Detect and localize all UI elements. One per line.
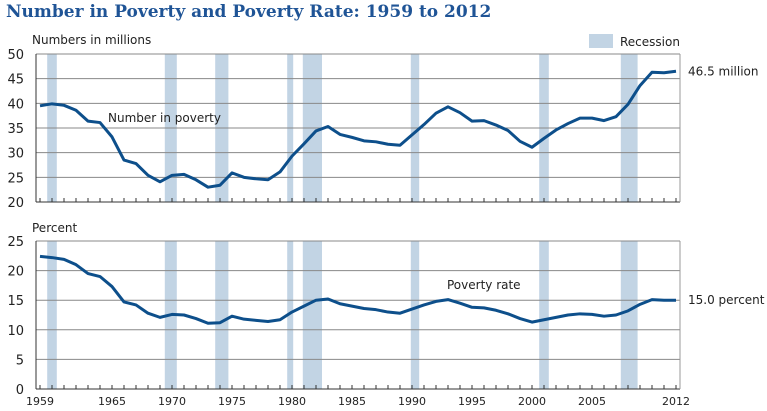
- x-tick-label: 1970: [158, 395, 186, 408]
- x-tick-label: 2000: [518, 395, 546, 408]
- y-tick-label: 40: [7, 97, 24, 112]
- end-value-label: 46.5 million: [688, 64, 759, 78]
- x-tick-label: 1990: [398, 395, 426, 408]
- chart-title: Number in Poverty and Poverty Rate: 1959…: [6, 2, 491, 22]
- y-tick-label: 0: [16, 383, 24, 398]
- y-tick-label: 15: [7, 294, 24, 309]
- y-axis-label: Numbers in millions: [32, 33, 151, 47]
- recession-bar: [302, 241, 322, 389]
- x-tick-label: 1980: [278, 395, 306, 408]
- recession-bar: [287, 241, 294, 389]
- y-tick-label: 20: [7, 265, 24, 280]
- recession-bar: [539, 241, 549, 389]
- end-value-label: 15.0 percent: [688, 293, 765, 307]
- series-line: [39, 254, 676, 325]
- x-tick-label: 2012: [662, 395, 690, 408]
- recession-bar: [215, 241, 229, 389]
- series-label: Number in poverty: [108, 111, 221, 125]
- x-tick-label: 1959: [26, 395, 54, 408]
- x-tick-label: 1965: [98, 395, 126, 408]
- y-tick-label: 45: [7, 73, 24, 88]
- y-tick-label: 25: [7, 171, 24, 186]
- y-tick-label: 30: [7, 147, 24, 162]
- y-tick-label: 10: [7, 324, 24, 339]
- y-tick-label: 5: [16, 353, 24, 368]
- series-label: Poverty rate: [447, 278, 521, 292]
- legend-label-recession: Recession: [620, 35, 680, 49]
- legend-swatch-recession: [589, 34, 613, 48]
- y-tick-label: 50: [7, 48, 24, 63]
- y-axis-label: Percent: [32, 221, 77, 235]
- series-line: [39, 69, 677, 189]
- x-tick-label: 1975: [218, 395, 246, 408]
- y-tick-label: 20: [7, 196, 24, 211]
- recession-bar: [620, 241, 638, 389]
- x-tick-label: 1995: [458, 395, 486, 408]
- x-tick-label: 1985: [338, 395, 366, 408]
- recession-bar: [410, 241, 420, 389]
- y-tick-label: 25: [7, 235, 24, 250]
- y-tick-label: 35: [7, 122, 24, 137]
- x-tick-label: 2005: [578, 395, 606, 408]
- recession-bar: [47, 241, 57, 389]
